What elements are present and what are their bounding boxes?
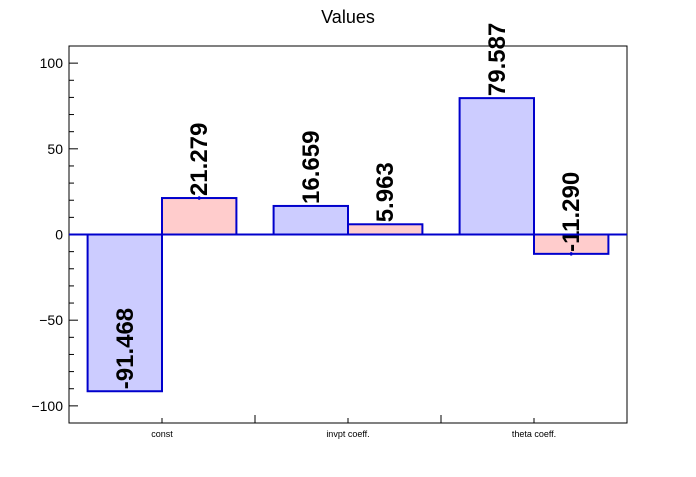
y-tick-label: 100	[40, 55, 64, 71]
bar	[272, 204, 350, 236]
bar	[86, 233, 163, 393]
bar	[347, 223, 424, 236]
y-tick-label: 0	[55, 227, 63, 243]
data-label: 79.587	[484, 23, 511, 96]
x-category-label: invpt coeff.	[326, 429, 369, 439]
x-category-label: const	[151, 429, 173, 439]
bar	[458, 97, 536, 236]
data-label: 21.279	[186, 123, 213, 196]
y-tick-label: −50	[39, 312, 63, 328]
data-label: -11.290	[558, 172, 585, 252]
x-category-label: theta coeff.	[512, 429, 556, 439]
data-label: 5.963	[372, 162, 399, 222]
bar	[161, 197, 238, 236]
data-label: -91.468	[112, 308, 139, 389]
y-tick-label: −100	[31, 398, 63, 414]
data-label: 16.659	[298, 131, 325, 204]
y-tick-label: 50	[47, 141, 63, 157]
chart-title: Values	[321, 7, 375, 27]
